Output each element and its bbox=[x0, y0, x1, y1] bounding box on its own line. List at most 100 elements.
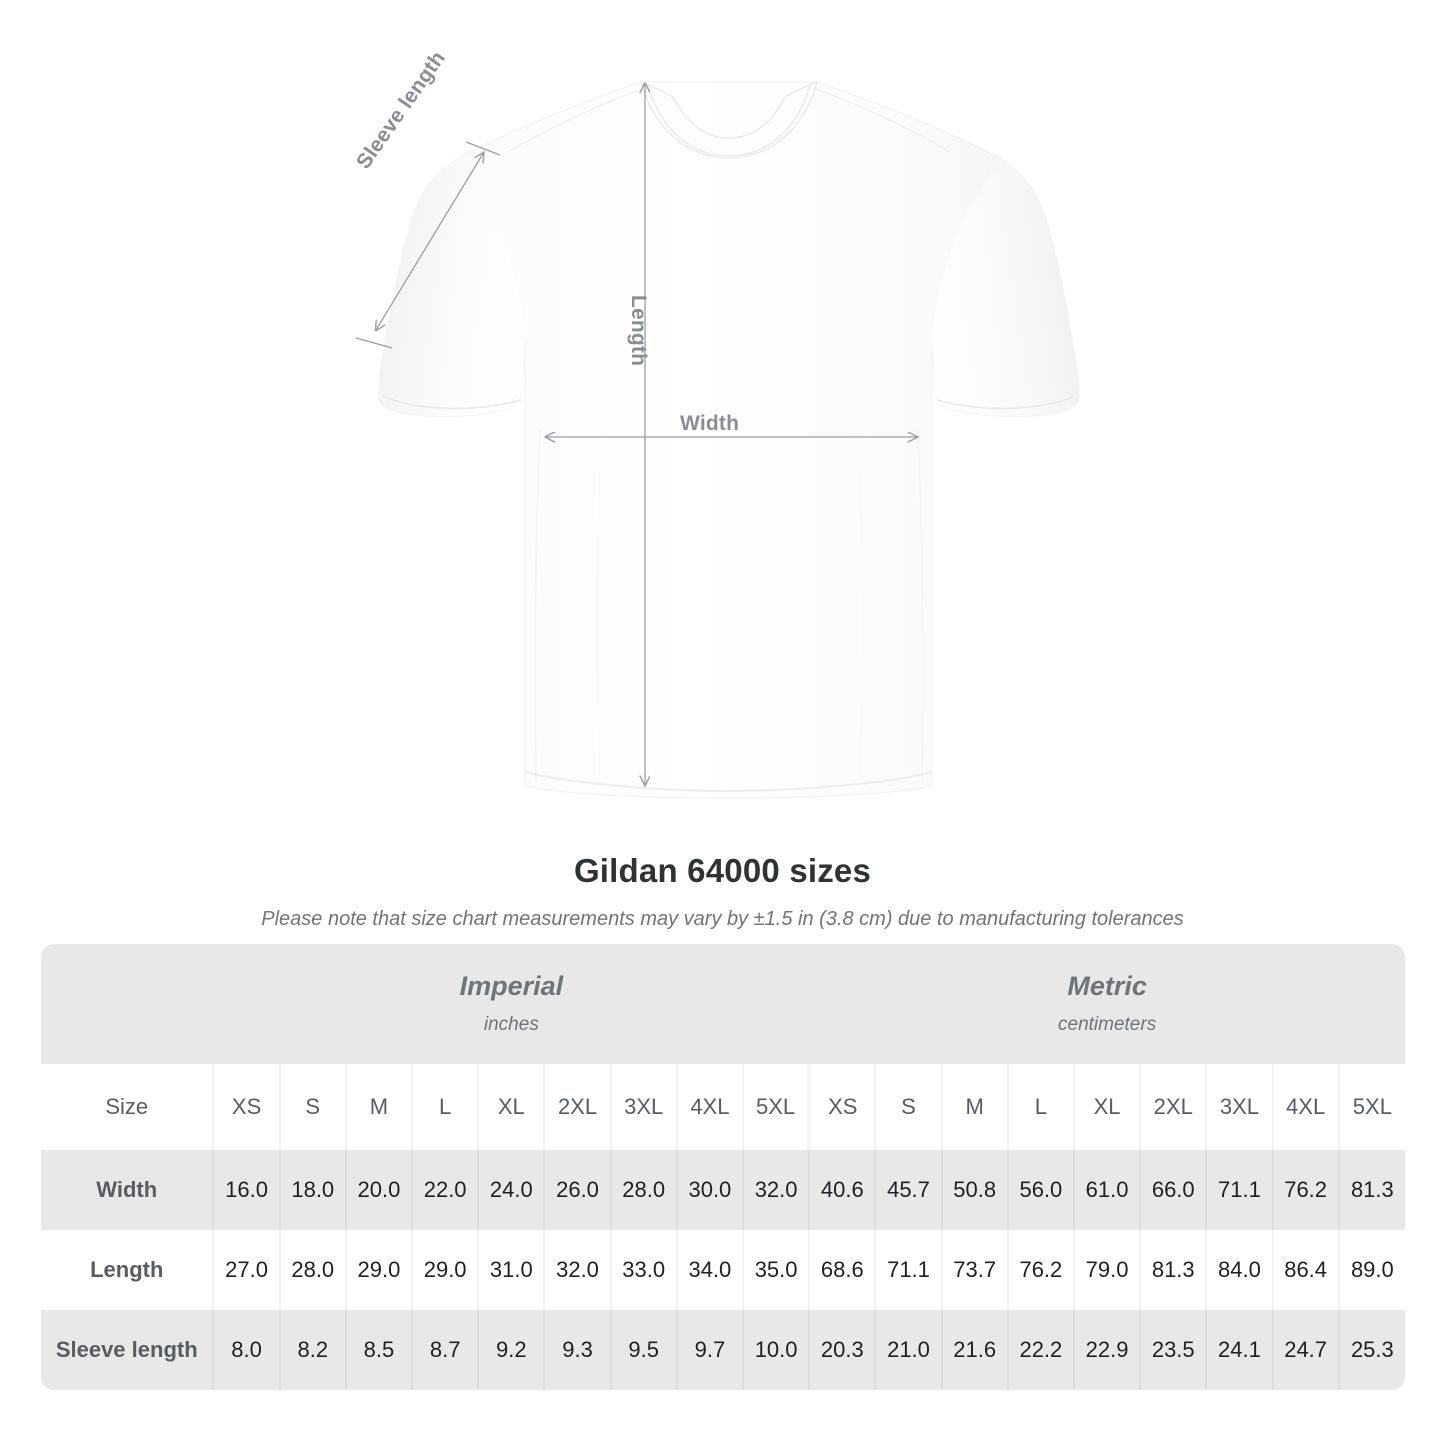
tshirt-illustration: Sleeve length Length Width bbox=[352, 46, 1080, 799]
size-header-metric-s: S bbox=[874, 1064, 942, 1150]
cell-width-imperial-xs: 16.0 bbox=[212, 1150, 280, 1230]
cell-sleeve-metric-l: 22.2 bbox=[1006, 1310, 1074, 1390]
size-header-metric-3xl: 3XL bbox=[1205, 1064, 1273, 1150]
size-header-imperial-s: S bbox=[278, 1064, 346, 1150]
tshirt-body-shape bbox=[378, 81, 1080, 799]
unit-system-row: Imperial inches Metric centimeters bbox=[41, 944, 1405, 1064]
table-row: Sleeve length 8.0 8.2 8.5 8.7 9.2 9.3 9.… bbox=[41, 1310, 1405, 1390]
sleeve-tick-top bbox=[465, 141, 501, 156]
length-label: Length bbox=[627, 295, 650, 367]
size-header-imperial-xs: XS bbox=[212, 1064, 280, 1150]
cell-width-metric-xl: 61.0 bbox=[1072, 1150, 1141, 1230]
cell-width-imperial-5xl: 32.0 bbox=[741, 1150, 810, 1230]
cell-sleeve-imperial-l: 8.7 bbox=[411, 1310, 479, 1390]
cell-length-imperial-5xl: 35.0 bbox=[741, 1230, 810, 1310]
unit-system-metric: Metric centimeters bbox=[809, 944, 1405, 1064]
cell-length-metric-xl: 79.0 bbox=[1072, 1230, 1141, 1310]
tolerance-note: Please note that size chart measurements… bbox=[261, 908, 1184, 930]
cell-width-metric-2xl: 66.0 bbox=[1139, 1150, 1207, 1230]
cell-sleeve-imperial-s: 8.2 bbox=[278, 1310, 346, 1390]
tshirt-drawing bbox=[355, 81, 1080, 799]
cell-length-imperial-4xl: 34.0 bbox=[675, 1230, 743, 1310]
unit-row-spacer bbox=[41, 944, 214, 1064]
size-header-imperial-m: M bbox=[344, 1064, 413, 1150]
cell-sleeve-metric-m: 21.6 bbox=[940, 1310, 1008, 1390]
cell-width-metric-m: 50.8 bbox=[940, 1150, 1008, 1230]
cell-width-imperial-l: 22.0 bbox=[411, 1150, 479, 1230]
sleeve-length-arrow bbox=[376, 152, 484, 330]
size-chart-table-wrapper: Imperial inches Metric centimeters Size … bbox=[41, 944, 1405, 1390]
size-header-metric-l: L bbox=[1006, 1064, 1074, 1150]
size-header-metric-xl: XL bbox=[1072, 1064, 1141, 1150]
cell-sleeve-metric-5xl: 25.3 bbox=[1337, 1310, 1405, 1390]
size-header-imperial-2xl: 2XL bbox=[543, 1064, 611, 1150]
cell-length-imperial-s: 28.0 bbox=[278, 1230, 346, 1310]
row-label-sleeve-length: Sleeve length bbox=[41, 1310, 214, 1390]
size-header-metric-xs: XS bbox=[807, 1064, 876, 1150]
cell-width-imperial-m: 20.0 bbox=[344, 1150, 413, 1230]
size-header-imperial-3xl: 3XL bbox=[609, 1064, 677, 1150]
sleeve-tick-bottom bbox=[355, 337, 393, 349]
cell-sleeve-metric-xl: 22.9 bbox=[1072, 1310, 1141, 1390]
cell-sleeve-metric-xs: 20.3 bbox=[808, 1310, 876, 1390]
size-chart-table: Imperial inches Metric centimeters Size … bbox=[41, 944, 1405, 1390]
dimension-lines bbox=[355, 84, 918, 786]
cell-width-metric-xs: 40.6 bbox=[808, 1150, 876, 1230]
cell-width-metric-5xl: 81.3 bbox=[1337, 1150, 1405, 1230]
size-header-label: Size bbox=[41, 1064, 214, 1150]
cell-width-metric-l: 56.0 bbox=[1006, 1150, 1074, 1230]
cell-length-metric-m: 73.7 bbox=[940, 1230, 1008, 1310]
size-header-imperial-5xl: 5XL bbox=[741, 1064, 810, 1150]
cell-length-metric-s: 71.1 bbox=[874, 1230, 942, 1310]
cell-sleeve-imperial-3xl: 9.5 bbox=[609, 1310, 677, 1390]
cell-width-imperial-2xl: 26.0 bbox=[543, 1150, 611, 1230]
cell-width-imperial-xl: 24.0 bbox=[477, 1150, 545, 1230]
unit-system-imperial: Imperial inches bbox=[213, 944, 810, 1064]
imperial-unit: inches bbox=[483, 1013, 539, 1035]
cell-length-metric-xs: 68.6 bbox=[808, 1230, 876, 1310]
cell-sleeve-imperial-m: 8.5 bbox=[344, 1310, 413, 1390]
page-title: Gildan 64000 sizes bbox=[573, 852, 872, 889]
cell-length-imperial-2xl: 32.0 bbox=[543, 1230, 611, 1310]
size-header-metric-5xl: 5XL bbox=[1337, 1064, 1405, 1150]
cell-length-metric-l: 76.2 bbox=[1006, 1230, 1074, 1310]
cell-sleeve-imperial-4xl: 9.7 bbox=[675, 1310, 743, 1390]
cell-length-metric-2xl: 81.3 bbox=[1139, 1230, 1207, 1310]
size-header-imperial-xl: XL bbox=[477, 1064, 545, 1150]
cell-width-imperial-3xl: 28.0 bbox=[609, 1150, 677, 1230]
imperial-label: Imperial bbox=[459, 971, 564, 1002]
metric-label: Metric bbox=[1067, 971, 1147, 1002]
size-header-row: Size XS S M L XL 2XL 3XL 4XL 5XL XS S M … bbox=[41, 1064, 1405, 1150]
cell-length-imperial-xs: 27.0 bbox=[212, 1230, 280, 1310]
cell-length-metric-3xl: 84.0 bbox=[1205, 1230, 1273, 1310]
cell-sleeve-metric-2xl: 23.5 bbox=[1139, 1310, 1207, 1390]
cell-width-imperial-4xl: 30.0 bbox=[675, 1150, 743, 1230]
cell-sleeve-imperial-xl: 9.2 bbox=[477, 1310, 545, 1390]
title-block: Gildan 64000 sizes Please note that size… bbox=[0, 852, 1445, 931]
size-header-imperial-l: L bbox=[411, 1064, 479, 1150]
cell-length-metric-5xl: 89.0 bbox=[1337, 1230, 1405, 1310]
cell-sleeve-imperial-xs: 8.0 bbox=[212, 1310, 280, 1390]
cell-width-imperial-s: 18.0 bbox=[278, 1150, 346, 1230]
metric-unit: centimeters bbox=[1058, 1013, 1157, 1035]
cell-width-metric-s: 45.7 bbox=[874, 1150, 942, 1230]
cell-width-metric-4xl: 76.2 bbox=[1271, 1150, 1339, 1230]
size-header-imperial-4xl: 4XL bbox=[675, 1064, 743, 1150]
cell-width-metric-3xl: 71.1 bbox=[1205, 1150, 1273, 1230]
cell-length-imperial-l: 29.0 bbox=[411, 1230, 479, 1310]
cell-sleeve-metric-3xl: 24.1 bbox=[1205, 1310, 1273, 1390]
size-header-metric-4xl: 4XL bbox=[1271, 1064, 1339, 1150]
cell-sleeve-metric-4xl: 24.7 bbox=[1271, 1310, 1339, 1390]
row-label-width: Width bbox=[41, 1150, 214, 1230]
table-row: Length 27.0 28.0 29.0 29.0 31.0 32.0 33.… bbox=[41, 1230, 1405, 1310]
cell-sleeve-imperial-2xl: 9.3 bbox=[543, 1310, 611, 1390]
cell-length-imperial-xl: 31.0 bbox=[477, 1230, 545, 1310]
size-header-metric-m: M bbox=[940, 1064, 1008, 1150]
cell-sleeve-imperial-5xl: 10.0 bbox=[741, 1310, 810, 1390]
width-label: Width bbox=[680, 412, 740, 435]
cell-sleeve-metric-s: 21.0 bbox=[874, 1310, 942, 1390]
row-label-length: Length bbox=[41, 1230, 214, 1310]
cell-length-imperial-3xl: 33.0 bbox=[609, 1230, 677, 1310]
cell-length-metric-4xl: 86.4 bbox=[1271, 1230, 1339, 1310]
